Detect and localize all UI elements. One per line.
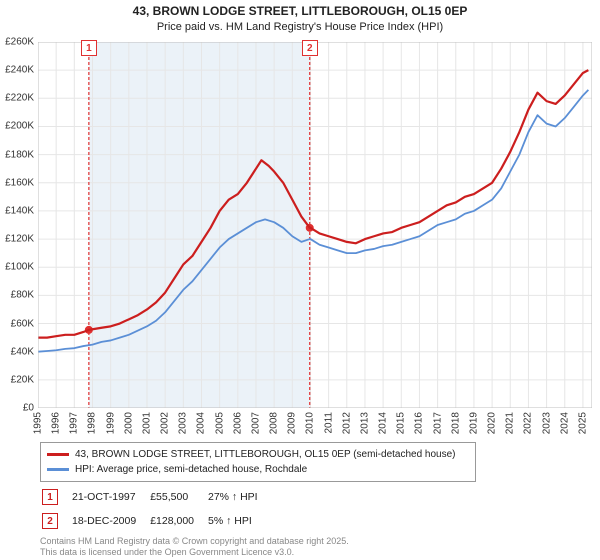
y-tick-label: £100K bbox=[5, 262, 34, 273]
y-tick-label: £80K bbox=[11, 290, 34, 301]
table-row: 1 21-OCT-1997 £55,500 27% ↑ HPI bbox=[42, 486, 270, 508]
x-tick-label: 2011 bbox=[323, 412, 334, 434]
x-tick-label: 2000 bbox=[123, 412, 134, 434]
y-tick-label: £120K bbox=[5, 234, 34, 245]
y-tick-label: £220K bbox=[5, 93, 34, 104]
footer-line: Contains HM Land Registry data © Crown c… bbox=[40, 536, 349, 547]
legend-label: 43, BROWN LODGE STREET, LITTLEBOROUGH, O… bbox=[75, 447, 456, 462]
x-tick-label: 2007 bbox=[250, 412, 261, 434]
x-tick-label: 2005 bbox=[214, 412, 225, 434]
y-tick-label: £20K bbox=[11, 374, 34, 385]
x-tick-label: 1995 bbox=[33, 412, 44, 434]
x-tick-label: 2006 bbox=[232, 412, 243, 434]
y-tick-label: £240K bbox=[5, 65, 34, 76]
sale-date: 18-DEC-2009 bbox=[72, 510, 148, 532]
legend-swatch-icon bbox=[47, 453, 69, 456]
sales-table: 1 21-OCT-1997 £55,500 27% ↑ HPI 2 18-DEC… bbox=[40, 484, 272, 534]
x-tick-label: 2012 bbox=[341, 412, 352, 434]
x-tick-label: 2022 bbox=[523, 412, 534, 434]
x-tick-label: 2014 bbox=[378, 412, 389, 434]
page-subtitle: Price paid vs. HM Land Registry's House … bbox=[0, 20, 600, 34]
x-tick-label: 1996 bbox=[51, 412, 62, 434]
y-tick-label: £180K bbox=[5, 149, 34, 160]
chart-marker-badge-icon: 1 bbox=[81, 40, 97, 56]
x-tick-label: 1998 bbox=[87, 412, 98, 434]
marker-badge-icon: 1 bbox=[42, 489, 58, 505]
legend-swatch-icon bbox=[47, 468, 69, 471]
y-tick-label: £40K bbox=[11, 346, 34, 357]
x-tick-label: 2002 bbox=[160, 412, 171, 434]
y-tick-label: £200K bbox=[5, 121, 34, 132]
price-chart: 12 bbox=[38, 42, 592, 408]
sale-price: £55,500 bbox=[150, 486, 206, 508]
legend-row-price-paid: 43, BROWN LODGE STREET, LITTLEBOROUGH, O… bbox=[47, 447, 469, 462]
page-title: 43, BROWN LODGE STREET, LITTLEBOROUGH, O… bbox=[0, 0, 600, 20]
sale-delta: 27% ↑ HPI bbox=[208, 486, 270, 508]
x-tick-label: 1997 bbox=[69, 412, 80, 434]
x-tick-label: 2016 bbox=[414, 412, 425, 434]
x-tick-label: 2020 bbox=[487, 412, 498, 434]
x-tick-label: 2010 bbox=[305, 412, 316, 434]
x-tick-label: 2001 bbox=[141, 412, 152, 434]
y-tick-label: £140K bbox=[5, 205, 34, 216]
y-tick-label: £160K bbox=[5, 177, 34, 188]
legend-label: HPI: Average price, semi-detached house,… bbox=[75, 462, 307, 477]
sale-price: £128,000 bbox=[150, 510, 206, 532]
legend-row-hpi: HPI: Average price, semi-detached house,… bbox=[47, 462, 469, 477]
sale-delta: 5% ↑ HPI bbox=[208, 510, 270, 532]
x-tick-label: 2021 bbox=[505, 412, 516, 434]
table-row: 2 18-DEC-2009 £128,000 5% ↑ HPI bbox=[42, 510, 270, 532]
y-tick-label: £260K bbox=[5, 37, 34, 48]
x-tick-label: 2024 bbox=[559, 412, 570, 434]
x-tick-label: 2004 bbox=[196, 412, 207, 434]
sale-date: 21-OCT-1997 bbox=[72, 486, 148, 508]
x-tick-label: 2023 bbox=[541, 412, 552, 434]
x-tick-label: 2025 bbox=[577, 412, 588, 434]
chart-marker-badge-icon: 2 bbox=[302, 40, 318, 56]
marker-badge-icon: 2 bbox=[42, 513, 58, 529]
legend: 43, BROWN LODGE STREET, LITTLEBOROUGH, O… bbox=[40, 442, 476, 482]
x-tick-label: 2015 bbox=[396, 412, 407, 434]
x-tick-label: 2018 bbox=[450, 412, 461, 434]
x-tick-label: 2019 bbox=[468, 412, 479, 434]
x-tick-label: 2017 bbox=[432, 412, 443, 434]
x-tick-label: 2009 bbox=[287, 412, 298, 434]
y-tick-label: £60K bbox=[11, 318, 34, 329]
x-axis: 1995199619971998199920002001200220032004… bbox=[38, 410, 592, 446]
x-tick-label: 2013 bbox=[359, 412, 370, 434]
x-tick-label: 1999 bbox=[105, 412, 116, 434]
footer-attribution: Contains HM Land Registry data © Crown c… bbox=[40, 536, 349, 559]
x-tick-label: 2003 bbox=[178, 412, 189, 434]
x-tick-label: 2008 bbox=[269, 412, 280, 434]
footer-line: This data is licensed under the Open Gov… bbox=[40, 547, 349, 558]
y-axis: £0£20K£40K£60K£80K£100K£120K£140K£160K£1… bbox=[0, 42, 36, 408]
